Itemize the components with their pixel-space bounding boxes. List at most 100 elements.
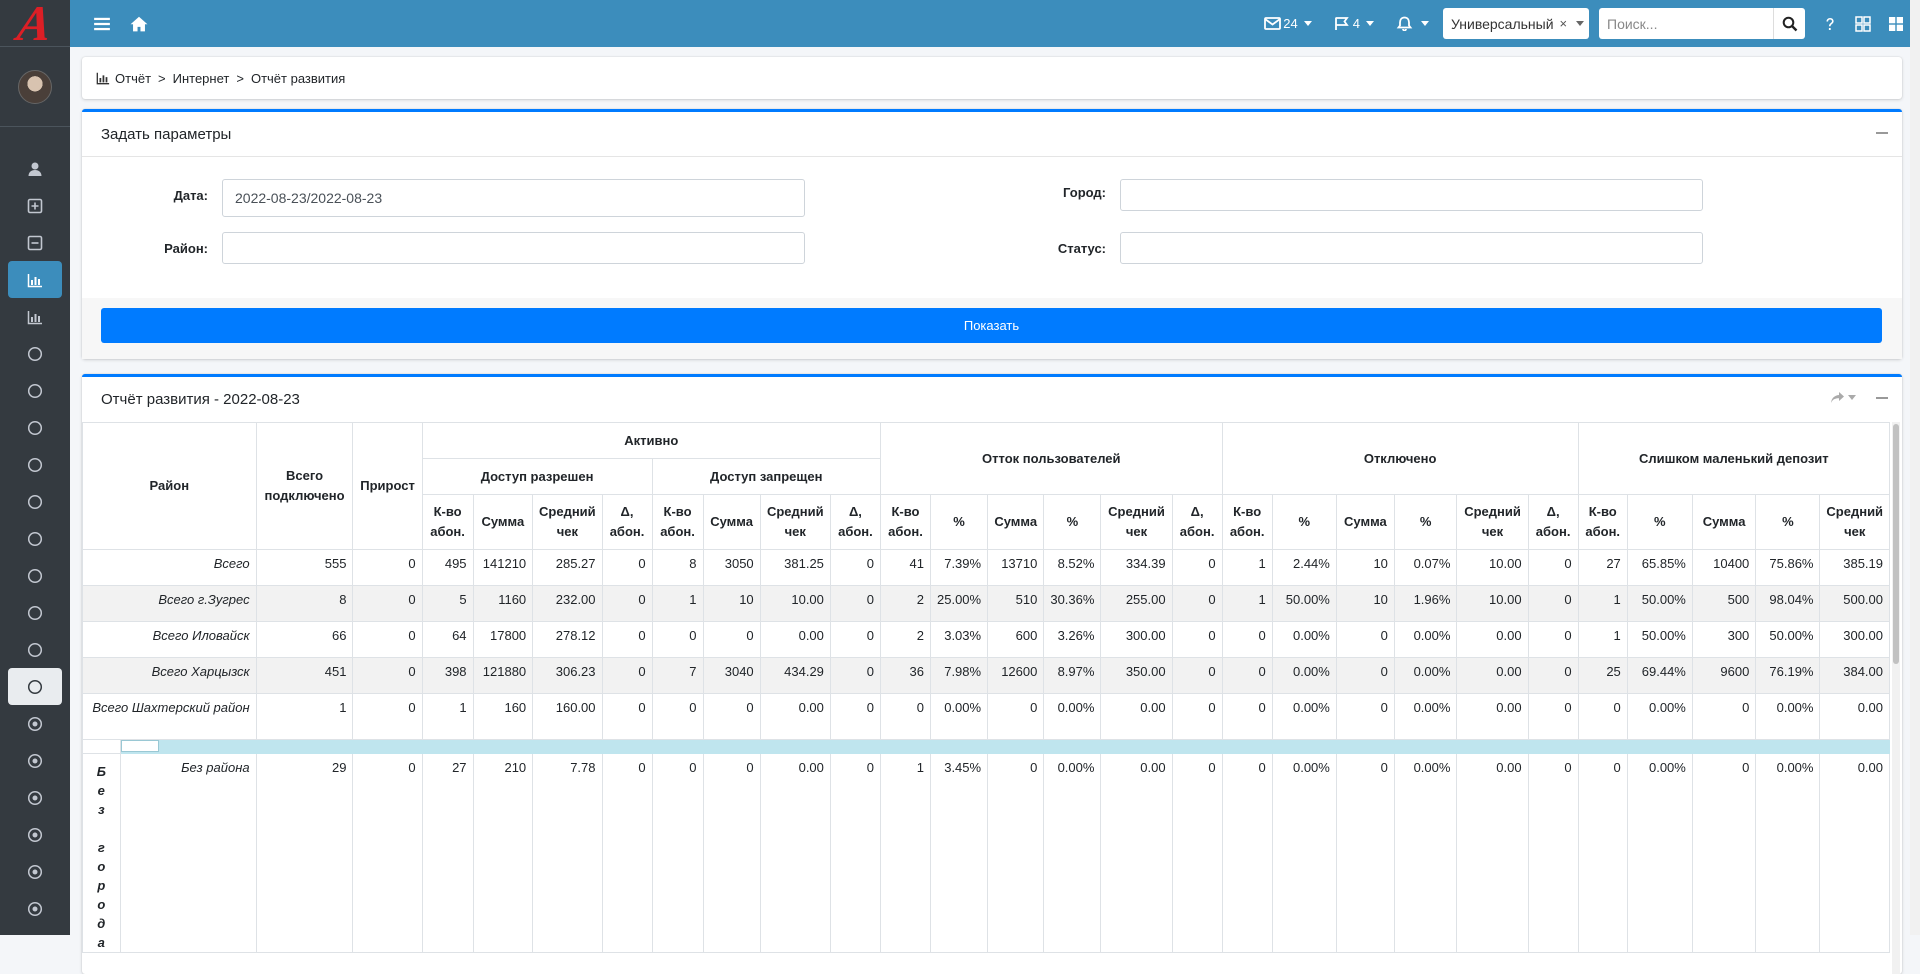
- table-cell: 0: [601, 657, 653, 694]
- header-access-denied: Доступ запрещен: [651, 458, 881, 495]
- export-dropdown[interactable]: [1830, 391, 1856, 404]
- circle-icon: [27, 383, 43, 398]
- header-sum: Сумма: [702, 494, 761, 550]
- row-district-name: Всего Харцызск: [82, 657, 257, 694]
- table-cell: 1160: [472, 585, 534, 622]
- sidebar-item-development-report[interactable]: [8, 668, 62, 705]
- sidebar-item-users[interactable]: [8, 150, 62, 187]
- sidebar-item-dot-5[interactable]: [8, 853, 62, 890]
- table-cell: 398: [421, 657, 474, 694]
- sidebar-item-sub-3[interactable]: [8, 409, 62, 446]
- collapse-report-button[interactable]: [1876, 397, 1888, 399]
- table-cell: 0: [1171, 549, 1223, 586]
- sidebar-item-sub-6[interactable]: [8, 520, 62, 557]
- app-logo[interactable]: A: [0, 0, 70, 51]
- plus-square-icon: [27, 198, 43, 213]
- table-cell: 0: [1171, 753, 1223, 953]
- sidebar-item-sub-9[interactable]: [8, 631, 62, 668]
- group-separator-row: [82, 739, 1890, 754]
- table-cell: 0: [601, 549, 653, 586]
- mode-select-value: Универсальный: [1451, 15, 1554, 32]
- home-button[interactable]: [124, 0, 154, 47]
- header-district: Район: [82, 422, 257, 550]
- params-card: Задать параметры Дата: 2022-08-23/2022-0…: [82, 109, 1902, 359]
- sidebar-item-minus[interactable]: [8, 224, 62, 261]
- table-row: Всего 555 0 495 141210 285.27 0 8 3050 381.25 0 41 7…: [82, 549, 1890, 586]
- sidebar-item-dot-1[interactable]: [8, 705, 62, 742]
- table-cell: 0: [1527, 657, 1579, 694]
- table-cell: 2: [879, 585, 932, 622]
- header-count: К-во абон.: [1221, 494, 1273, 550]
- district-field-row: Район:: [82, 232, 805, 264]
- table-cell: 1: [255, 693, 354, 740]
- sidebar-item-sub-2[interactable]: [8, 372, 62, 409]
- table-cell: 30.36%: [1043, 585, 1102, 622]
- breadcrumb-item-report[interactable]: Отчёт: [115, 70, 152, 86]
- mode-select[interactable]: Универсальный ×: [1443, 8, 1589, 39]
- table-cell: 8.97%: [1043, 657, 1102, 694]
- table-cell: 0: [829, 585, 881, 622]
- collapse-params-button[interactable]: [1876, 132, 1888, 134]
- avatar[interactable]: [18, 69, 52, 104]
- circle-icon: [27, 568, 43, 583]
- search-input[interactable]: [1599, 8, 1773, 39]
- table-cell: 255.00: [1100, 585, 1173, 622]
- sidebar-item-sub-5[interactable]: [8, 483, 62, 520]
- table-cell: 2.44%: [1271, 549, 1337, 586]
- sidebar-item-dot-4[interactable]: [8, 816, 62, 853]
- separator-spacer: [82, 739, 121, 754]
- home-icon: [130, 16, 148, 31]
- breadcrumb-item-internet[interactable]: Интернет: [172, 70, 230, 86]
- header-pct: %: [1043, 494, 1102, 550]
- header-avg: Средний чек: [1456, 494, 1529, 550]
- breadcrumb-separator: >: [236, 70, 244, 86]
- sidebar-item-dot-6[interactable]: [8, 890, 62, 927]
- table-cell: 0: [1171, 621, 1223, 658]
- circle-icon: [27, 642, 43, 657]
- city-select[interactable]: [1120, 179, 1703, 211]
- sidebar-item-add[interactable]: [8, 187, 62, 224]
- sidebar-item-report-internet[interactable]: [8, 298, 62, 335]
- envelope-icon: [1264, 17, 1282, 30]
- hamburger-icon: [94, 17, 110, 30]
- scrollbar-thumb[interactable]: [1893, 424, 1899, 664]
- caret-down-icon: [1366, 21, 1374, 26]
- layout-button[interactable]: [1879, 0, 1912, 47]
- params-card-header: Задать параметры: [82, 112, 1902, 157]
- sidebar-item-dot-2[interactable]: [8, 742, 62, 779]
- table-cell: 0.00: [1456, 693, 1529, 740]
- table-cell: 9600: [1691, 657, 1757, 694]
- caret-down-icon: [1303, 21, 1312, 26]
- notifications-dropdown[interactable]: [1396, 16, 1429, 31]
- page-scrollbar[interactable]: [1910, 0, 1920, 935]
- table-cell: 300: [1691, 621, 1757, 658]
- report-table-wrapper: Район Всего подключено Прирост Активно О…: [82, 422, 1890, 974]
- apps-button[interactable]: [1846, 0, 1879, 47]
- menu-toggle-button[interactable]: [88, 0, 116, 47]
- table-scrollbar[interactable]: [1892, 422, 1900, 974]
- date-range-input[interactable]: 2022-08-23/2022-08-23: [222, 179, 805, 217]
- flag-icon: [1334, 17, 1349, 30]
- sidebar-item-sub-4[interactable]: [8, 446, 62, 483]
- sidebar-item-sub-1[interactable]: [8, 335, 62, 372]
- sidebar-item-dot-3[interactable]: [8, 779, 62, 816]
- search-button[interactable]: [1773, 8, 1805, 39]
- table-cell: 1: [1221, 585, 1273, 622]
- sidebar-item-reports[interactable]: [8, 261, 62, 298]
- district-select[interactable]: [222, 232, 805, 264]
- city-label: Город:: [1063, 184, 1106, 200]
- sidebar-item-sub-8[interactable]: [8, 594, 62, 631]
- status-select[interactable]: [1120, 232, 1703, 264]
- clear-select-icon[interactable]: ×: [1559, 16, 1568, 31]
- flags-dropdown[interactable]: 4: [1334, 16, 1374, 31]
- show-button[interactable]: Показать: [101, 308, 1882, 343]
- messages-dropdown[interactable]: 24: [1264, 16, 1312, 31]
- bell-icon: [1396, 16, 1413, 31]
- table-cell: 64: [421, 621, 474, 658]
- help-button[interactable]: [1813, 0, 1846, 47]
- table-cell: 0.00: [759, 621, 831, 658]
- table-cell: 0: [879, 693, 932, 740]
- sidebar-item-sub-7[interactable]: [8, 557, 62, 594]
- bar-chart-icon: [96, 72, 110, 85]
- table-cell: 0: [1335, 657, 1395, 694]
